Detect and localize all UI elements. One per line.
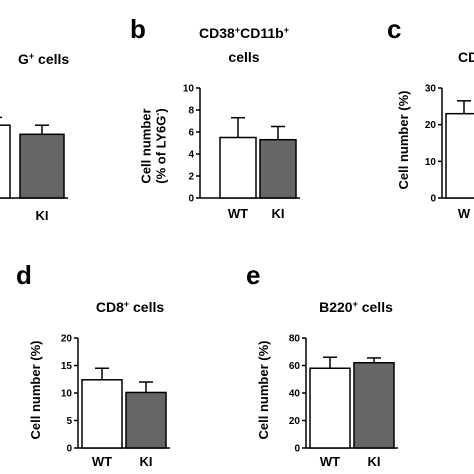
y-tick-label: 20	[61, 334, 73, 345]
panel-letter: c	[387, 14, 401, 44]
panel-letter: d	[16, 260, 32, 290]
y-tick-label: 10	[425, 157, 437, 168]
y-tick-label: 0	[430, 194, 436, 205]
text-part: Cell number (%)	[256, 341, 271, 440]
bar-wt	[81, 379, 123, 449]
y-axis-label: Cell number	[139, 108, 154, 183]
bar-ki	[125, 391, 167, 449]
panel-letter: b	[130, 14, 146, 44]
y-tick-label: 6	[188, 128, 194, 139]
y-axis-label: (% of LY6G-)	[153, 108, 169, 184]
text-part: cells	[34, 51, 69, 67]
x-category-label: WT	[92, 454, 112, 469]
bar-wt	[445, 112, 474, 199]
text-part: (% of LY6G	[154, 116, 169, 184]
y-tick-label: 2	[188, 172, 194, 183]
y-axis-label: Cell number (%)	[256, 341, 271, 440]
superscript: +	[29, 51, 34, 61]
y-tick-label: 20	[425, 120, 437, 131]
bar-ki	[19, 133, 65, 199]
y-tick-label: 60	[289, 361, 301, 372]
x-category-label: KI	[272, 206, 285, 221]
y-tick-label: 5	[66, 416, 72, 427]
text-part: CD	[458, 49, 474, 65]
text-part: CD11b	[240, 25, 284, 41]
text-part: CD8	[96, 299, 124, 315]
y-tick-label: 8	[188, 106, 194, 117]
y-tick-label: 0	[188, 194, 194, 205]
text-part: Cell number	[139, 108, 154, 183]
panel-title: CD38+CD11b+	[199, 25, 289, 41]
text-part: cells	[358, 299, 393, 315]
bar-wt	[0, 124, 11, 199]
text-part: )	[154, 108, 169, 112]
x-category-label: KI	[140, 454, 153, 469]
text-part: Cell number (%)	[396, 91, 411, 190]
superscript: +	[124, 299, 129, 309]
superscript: +	[284, 25, 289, 35]
text-part: B220	[319, 299, 353, 315]
bar-wt	[309, 367, 351, 449]
x-category-label: KI	[36, 208, 49, 223]
x-category-label: W	[458, 206, 471, 221]
y-tick-label: 0	[66, 444, 72, 455]
y-tick-label: 0	[294, 444, 300, 455]
bar-wt	[219, 136, 257, 199]
y-tick-label: 30	[425, 84, 437, 95]
x-category-label: WT	[228, 206, 248, 221]
y-tick-label: 20	[289, 416, 301, 427]
text-part: CD38	[199, 25, 235, 41]
text-part: cells	[129, 299, 164, 315]
y-tick-label: 80	[289, 334, 301, 345]
bar-ki	[353, 362, 395, 449]
panel-title: G+ cells	[18, 51, 69, 67]
superscript: +	[235, 25, 240, 35]
y-tick-label: 40	[289, 389, 301, 400]
y-tick-label: 10	[61, 389, 73, 400]
y-tick-label: 4	[188, 150, 194, 161]
panel-title-line2: cells	[228, 49, 259, 65]
x-category-label: WT	[320, 454, 340, 469]
y-tick-label: 10	[183, 84, 195, 95]
y-tick-label: 15	[61, 361, 73, 372]
y-axis-label: Cell number (%)	[28, 341, 43, 440]
panel-title: CD	[458, 49, 474, 65]
panel-letter: e	[246, 260, 260, 290]
superscript: -	[153, 113, 163, 116]
x-category-label: KI	[368, 454, 381, 469]
y-axis-label: Cell number (%)	[396, 91, 411, 190]
superscript: +	[353, 299, 358, 309]
text-part: Cell number (%)	[28, 341, 43, 440]
text-part: G	[18, 51, 29, 67]
panel-title: B220+ cells	[319, 299, 393, 315]
panel-title: CD8+ cells	[96, 299, 165, 315]
bar-ki	[259, 138, 297, 199]
